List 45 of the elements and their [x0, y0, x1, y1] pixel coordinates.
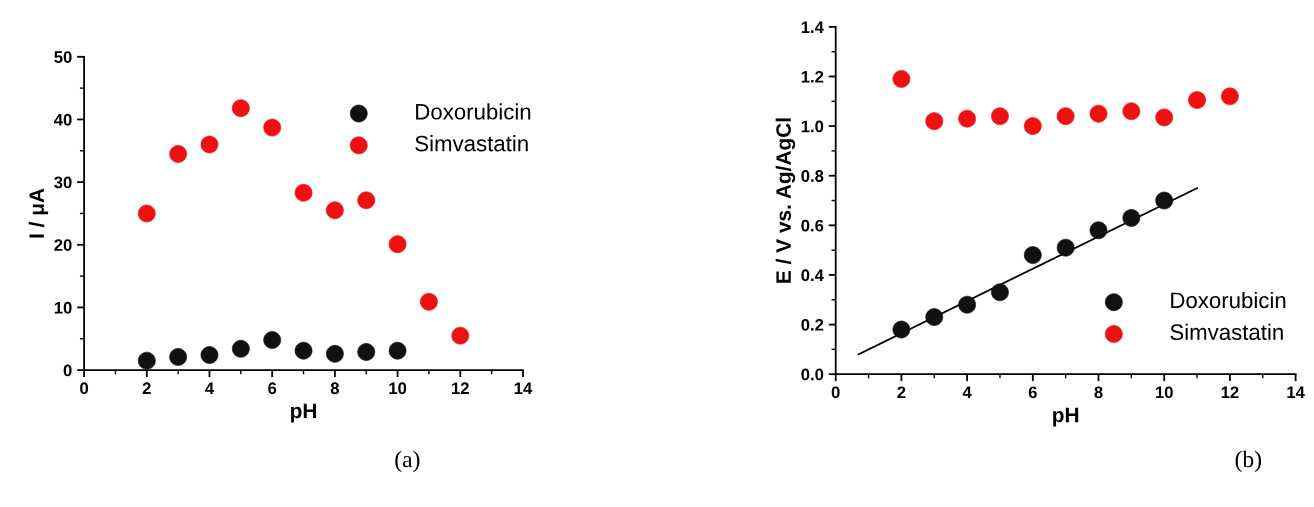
y-axis-title: I / μA — [28, 188, 49, 238]
y-tick-label: 0.2 — [801, 318, 824, 331]
x-tick-label: 6 — [268, 382, 277, 395]
x-tick-label: 4 — [962, 386, 972, 399]
point — [1122, 209, 1141, 227]
y-tick-label: 10 — [54, 301, 72, 314]
y-tick-label: 0.0 — [801, 368, 824, 381]
y-tick-label: 0 — [63, 364, 72, 377]
legend-label: Simvastatin — [415, 135, 528, 152]
point — [1221, 87, 1239, 106]
x-tick-label: 12 — [452, 382, 469, 394]
text: (b) — [1235, 450, 1262, 473]
y-tick-label: 1.0 — [801, 120, 824, 133]
y-tick-label: 40 — [54, 113, 72, 126]
legend-label: Doxorubicin — [416, 103, 531, 120]
x-tick-label: 0 — [80, 382, 89, 395]
x-tick-label: 4 — [205, 382, 215, 394]
x-tick-label: 14 — [1287, 386, 1305, 399]
y-tick-label: 1.4 — [801, 21, 824, 33]
x-tick-label: 14 — [514, 382, 533, 394]
x-tick-label: 2 — [142, 382, 151, 394]
x-tick-label: 8 — [1094, 386, 1103, 399]
point — [1122, 102, 1141, 121]
x-tick-label: 10 — [1155, 386, 1173, 399]
x-tick-label: 2 — [897, 386, 906, 399]
x-tick-label: 12 — [1221, 386, 1239, 399]
x-axis-title: pH — [1053, 407, 1079, 427]
y-tick-label: 0.6 — [801, 219, 824, 232]
x-axis-title: pH — [291, 403, 317, 423]
y-tick-label: 20 — [54, 239, 72, 251]
point — [263, 118, 282, 137]
y-axis-title: E / V vs. Ag/AgCl — [775, 118, 796, 283]
y-tick-label: 0.4 — [801, 269, 824, 282]
point — [451, 326, 470, 345]
y-tick-label: 1.2 — [801, 70, 824, 83]
x-tick-label: 0 — [831, 386, 840, 399]
x-tick-label: 8 — [330, 382, 340, 395]
y-tick-label: 0.8 — [801, 170, 824, 182]
x-tick-label: 10 — [389, 382, 407, 395]
text: (a) — [395, 450, 420, 473]
y-tick-label: 30 — [54, 176, 72, 189]
x-tick-label: 6 — [1028, 386, 1037, 399]
y-tick-label: 50 — [54, 51, 72, 63]
legend-label: Doxorubicin — [1171, 291, 1286, 309]
legend-label: Simvastatin — [1170, 323, 1283, 341]
